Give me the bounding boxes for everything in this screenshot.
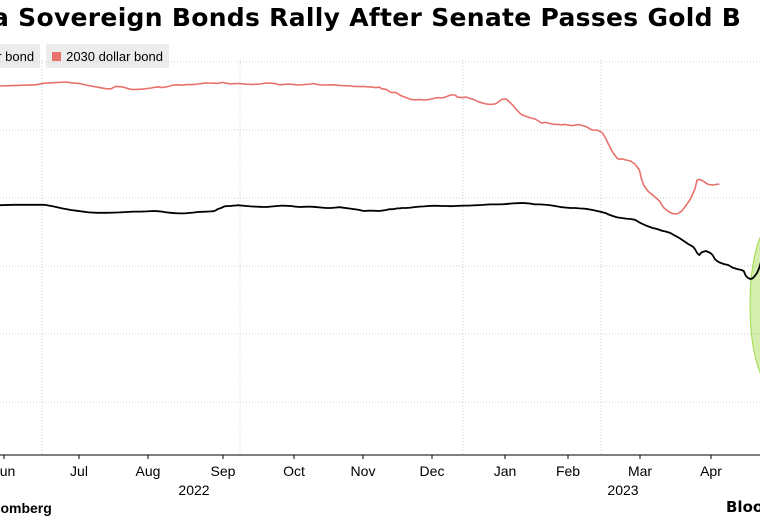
source-label: loomberg bbox=[0, 500, 52, 516]
x-tick-label: Mar bbox=[628, 463, 652, 479]
x-tick-label: Dec bbox=[420, 463, 445, 479]
year-label: 2022 bbox=[178, 482, 209, 498]
series-line-2030-dollar-bond bbox=[0, 81, 720, 215]
highlight-ellipse bbox=[749, 236, 760, 374]
x-tick-label: Aug bbox=[136, 463, 161, 479]
legend-item-dollar-bond: ar bond bbox=[0, 44, 41, 68]
legend-swatch-2030 bbox=[52, 51, 62, 61]
series-lines bbox=[0, 81, 760, 280]
x-tick-label: Oct bbox=[283, 463, 305, 479]
legend-item-2030-dollar-bond: 2030 dollar bond bbox=[46, 44, 169, 68]
legend: ar bond 2030 dollar bond bbox=[0, 44, 175, 68]
year-label: 2023 bbox=[607, 482, 638, 498]
x-tick-label: Feb bbox=[556, 463, 580, 479]
legend-label-dollar-bond: ar bond bbox=[0, 48, 35, 64]
chart-title: a Sovereign Bonds Rally After Senate Pas… bbox=[0, 3, 742, 32]
x-axis: Jun Jul Aug Sep Oct Nov Dec Jan Feb Mar Apr 2022 202… bbox=[0, 454, 760, 498]
x-tick-label: Sep bbox=[211, 463, 236, 479]
brand-label: Bloo bbox=[726, 498, 760, 516]
x-tick-label: Jul bbox=[70, 463, 88, 479]
x-tick-label: Apr bbox=[700, 463, 722, 479]
series-line-dollar-bond bbox=[0, 202, 760, 280]
legend-label-2030-dollar-bond: 2030 dollar bond bbox=[66, 48, 163, 64]
x-tick-label: Jan bbox=[494, 463, 517, 479]
x-tick-label: Jun bbox=[0, 463, 15, 479]
x-tick-label: Nov bbox=[351, 463, 376, 479]
gridlines bbox=[0, 60, 760, 455]
